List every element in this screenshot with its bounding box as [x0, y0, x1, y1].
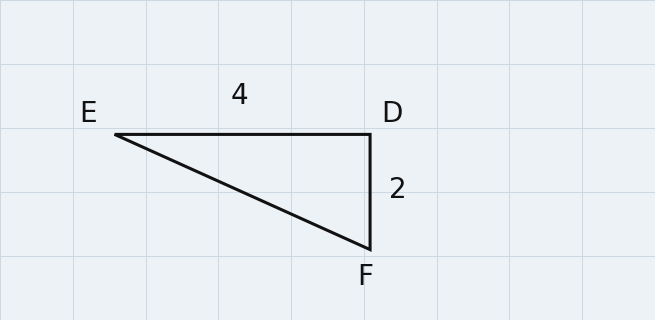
Text: E: E [80, 100, 97, 128]
Text: 2: 2 [390, 176, 407, 204]
Text: F: F [358, 263, 373, 291]
Text: D: D [381, 100, 402, 128]
Text: 4: 4 [231, 82, 248, 110]
